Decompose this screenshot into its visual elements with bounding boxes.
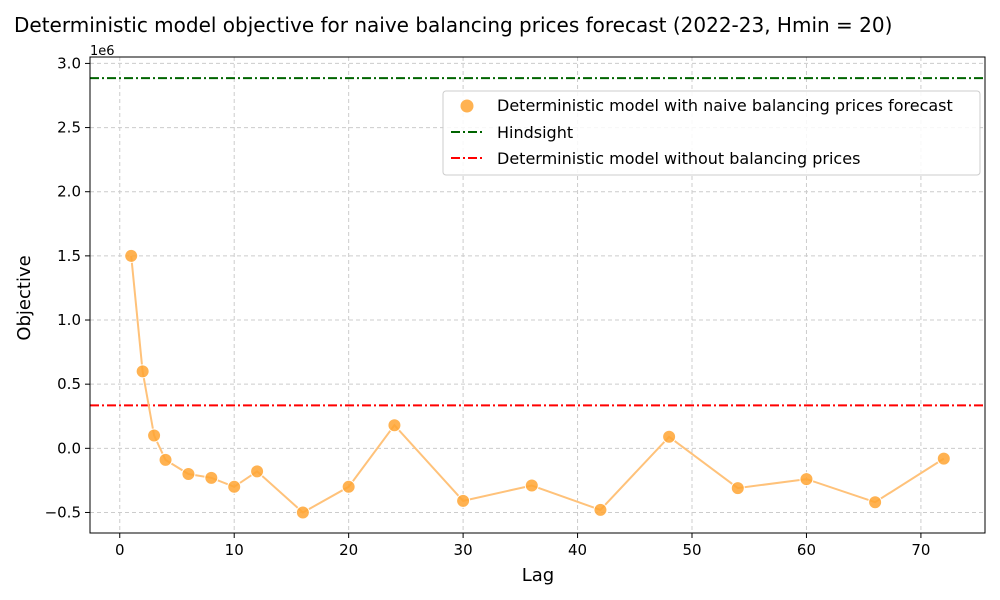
- scatter-point: [593, 502, 608, 517]
- legend-label-no-balancing: Deterministic model without balancing pr…: [497, 149, 860, 168]
- series-layer: [124, 248, 951, 520]
- x-tick-label: 0: [115, 541, 125, 559]
- y-ticks: −0.5 0.0 0.5 1.0 1.5 2.0 2.5 3.0: [45, 54, 90, 521]
- legend-box: [442, 90, 981, 176]
- x-tick-label: 40: [568, 541, 587, 559]
- chart-title: Deterministic model objective for naive …: [14, 13, 892, 37]
- y-tick-label: 0.5: [57, 375, 81, 393]
- scatter-point: [135, 364, 150, 379]
- scatter-point: [936, 451, 951, 466]
- scatter-point: [524, 478, 539, 493]
- reference-lines: [90, 77, 985, 407]
- scatter-point: [799, 472, 814, 487]
- scatter-point: [295, 505, 310, 520]
- x-tick-label: 50: [682, 541, 701, 559]
- x-ticks: 0 10 20 30 40 50 60 70: [115, 533, 930, 559]
- scatter-point: [204, 470, 219, 485]
- legend: Deterministic model with naive balancing…: [442, 90, 981, 176]
- x-tick-label: 70: [911, 541, 930, 559]
- scatter-point: [730, 481, 745, 496]
- scatter-point: [124, 248, 139, 263]
- scatter-point: [456, 493, 471, 508]
- y-offset-label: 1e6: [90, 44, 115, 59]
- x-tick-label: 10: [225, 541, 244, 559]
- x-tick-label: 60: [797, 541, 816, 559]
- scatter-point: [147, 428, 162, 443]
- y-tick-label: 1.0: [57, 311, 81, 329]
- y-axis-label: Objective: [14, 255, 35, 340]
- scatter-point: [341, 479, 356, 494]
- legend-label-hindsight: Hindsight: [497, 123, 573, 142]
- x-axis-label: Lag: [522, 565, 554, 586]
- scatter-point: [868, 495, 883, 510]
- y-tick-label: −0.5: [45, 503, 81, 521]
- scatter-point: [250, 464, 265, 479]
- plot-frame: [89, 56, 986, 534]
- legend-marker-scatter: [460, 99, 474, 113]
- y-tick-label: 0.0: [57, 439, 81, 457]
- scatter-point: [387, 418, 402, 433]
- scatter-point: [181, 466, 196, 481]
- scatter-point: [158, 452, 173, 467]
- x-tick-label: 20: [339, 541, 358, 559]
- y-tick-label: 2.5: [57, 119, 81, 137]
- scatter-point: [227, 479, 242, 494]
- y-tick-label: 3.0: [57, 54, 81, 72]
- x-tick-label: 30: [454, 541, 473, 559]
- y-tick-label: 1.5: [57, 247, 81, 265]
- scatter-point: [662, 429, 677, 444]
- y-tick-label: 2.0: [57, 183, 81, 201]
- legend-label-scatter: Deterministic model with naive balancing…: [497, 96, 953, 115]
